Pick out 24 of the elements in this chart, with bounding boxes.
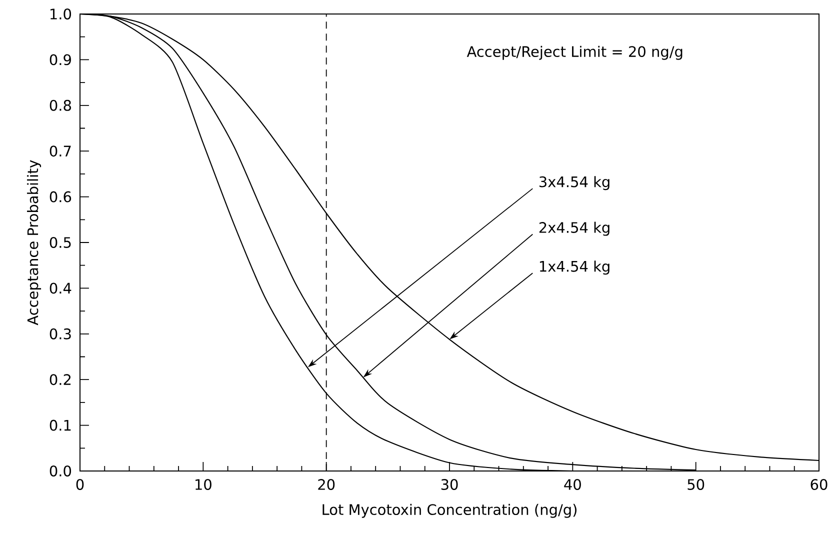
y-tick-label: 1.0: [50, 8, 72, 20]
annotation: Accept/Reject Limit = 20 ng/g: [466, 46, 682, 60]
y-tick-label: 0.6: [50, 191, 72, 202]
y-tick-label: 0.4: [50, 282, 72, 294]
y-tick-label: 0.0: [50, 466, 72, 476]
y-tick-label: 0.3: [50, 328, 71, 340]
x-tick-label: 40: [564, 479, 581, 490]
x-tick-label: 30: [441, 479, 458, 490]
x-tick-label: 10: [196, 479, 212, 490]
x-tick-label: 0: [76, 479, 84, 490]
y-tick-label: 0.8: [50, 100, 71, 111]
y-tick-label: 0.7: [50, 146, 71, 157]
y-axis-title: Acceptance Probability: [27, 160, 42, 326]
y-tick-label: 0.1: [50, 420, 71, 431]
annotation: 3x4.54 kg: [539, 176, 610, 190]
x-tick-label: 50: [688, 479, 704, 490]
y-tick-label: 0.5: [50, 237, 71, 248]
x-axis-title: Lot Mycotoxin Concentration (ng/g): [322, 504, 576, 518]
y-tick-label: 0.2: [50, 374, 71, 386]
annotation: 2x4.54 kg: [539, 222, 610, 236]
x-tick-label: 60: [810, 479, 828, 490]
y-tick-label: 0.9: [50, 54, 71, 66]
annotation: 1x4.54 kg: [540, 260, 610, 275]
x-tick-label: 20: [318, 479, 335, 490]
